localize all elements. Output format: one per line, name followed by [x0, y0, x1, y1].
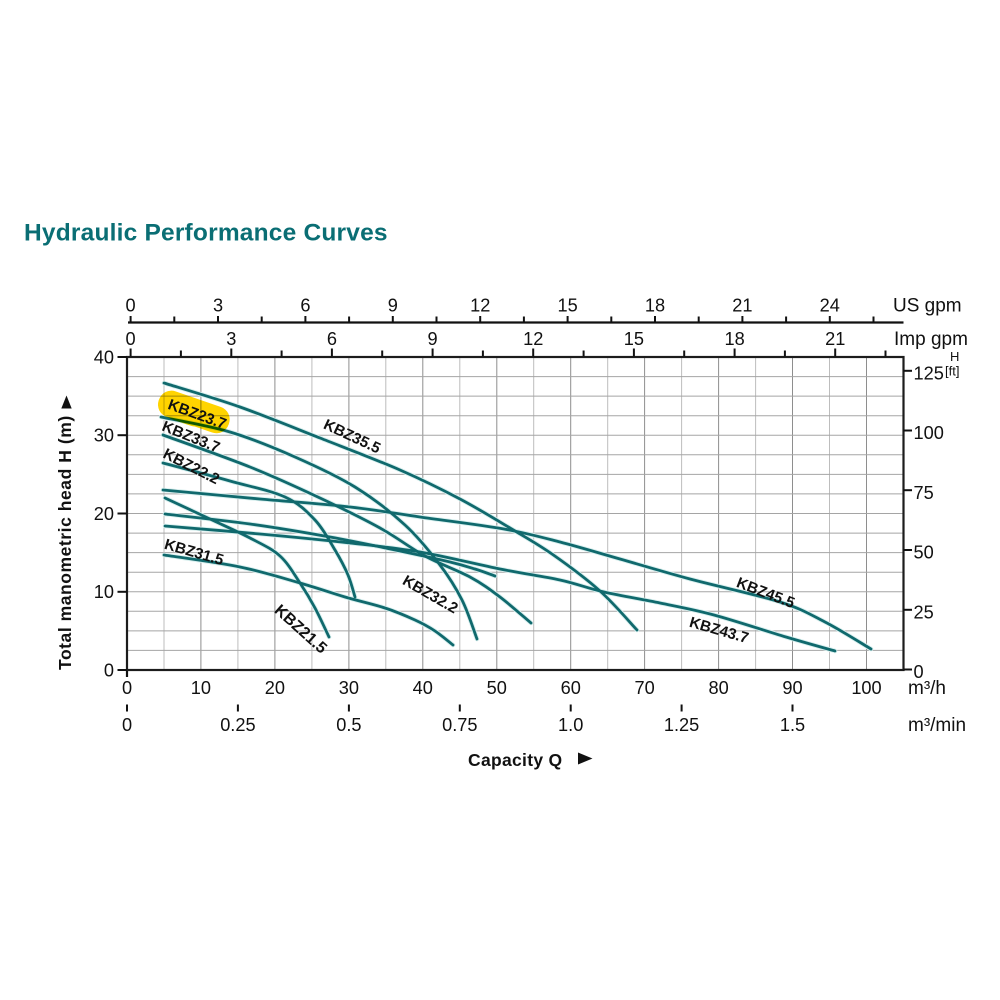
svg-text:m³/h: m³/h	[908, 678, 946, 699]
svg-text:25: 25	[914, 602, 934, 622]
svg-text:70: 70	[634, 678, 654, 698]
svg-text:30: 30	[339, 678, 359, 698]
svg-text:0.25: 0.25	[220, 715, 255, 735]
svg-text:3: 3	[226, 329, 236, 349]
svg-text:Capacity Q: Capacity Q	[468, 750, 562, 770]
svg-text:100: 100	[851, 678, 881, 698]
svg-text:3: 3	[213, 296, 223, 316]
svg-text:[ft]: [ft]	[945, 364, 959, 379]
svg-text:6: 6	[300, 296, 310, 316]
svg-text:50: 50	[914, 543, 934, 563]
svg-text:9: 9	[388, 296, 398, 316]
svg-text:15: 15	[557, 296, 577, 316]
svg-text:0.5: 0.5	[336, 715, 361, 735]
svg-text:21: 21	[825, 329, 845, 349]
svg-text:90: 90	[782, 678, 802, 698]
svg-text:1.0: 1.0	[558, 715, 583, 735]
svg-text:21: 21	[732, 296, 752, 316]
svg-text:15: 15	[624, 329, 644, 349]
svg-text:H: H	[950, 349, 959, 364]
svg-text:20: 20	[94, 504, 114, 524]
svg-text:1.5: 1.5	[780, 715, 805, 735]
svg-text:0: 0	[122, 678, 132, 698]
svg-text:12: 12	[523, 329, 543, 349]
svg-text:100: 100	[914, 423, 944, 443]
svg-text:30: 30	[94, 426, 114, 446]
svg-text:50: 50	[487, 678, 507, 698]
svg-text:0: 0	[104, 660, 114, 680]
svg-text:60: 60	[561, 678, 581, 698]
svg-text:0: 0	[126, 296, 136, 316]
svg-text:10: 10	[191, 678, 211, 698]
svg-text:m³/min: m³/min	[908, 715, 966, 736]
svg-text:24: 24	[820, 296, 840, 316]
svg-text:18: 18	[645, 296, 665, 316]
svg-text:Imp gpm: Imp gpm	[894, 329, 968, 350]
svg-text:US gpm: US gpm	[893, 296, 962, 317]
svg-text:1.25: 1.25	[664, 715, 699, 735]
svg-text:40: 40	[413, 678, 433, 698]
svg-text:Hydraulic Performance Curves: Hydraulic Performance Curves	[24, 220, 388, 247]
svg-text:0: 0	[126, 329, 136, 349]
svg-text:Total manometric head H (m): Total manometric head H (m)	[55, 415, 75, 670]
svg-text:125: 125	[914, 363, 944, 383]
svg-text:10: 10	[94, 582, 114, 602]
svg-text:0: 0	[914, 662, 924, 682]
svg-text:18: 18	[724, 329, 744, 349]
svg-text:75: 75	[914, 483, 934, 503]
svg-text:12: 12	[470, 296, 490, 316]
svg-text:6: 6	[327, 329, 337, 349]
svg-text:0.75: 0.75	[442, 715, 477, 735]
svg-text:0: 0	[122, 715, 132, 735]
svg-text:20: 20	[265, 678, 285, 698]
svg-text:9: 9	[428, 329, 438, 349]
svg-text:40: 40	[94, 347, 114, 367]
svg-text:80: 80	[708, 678, 728, 698]
